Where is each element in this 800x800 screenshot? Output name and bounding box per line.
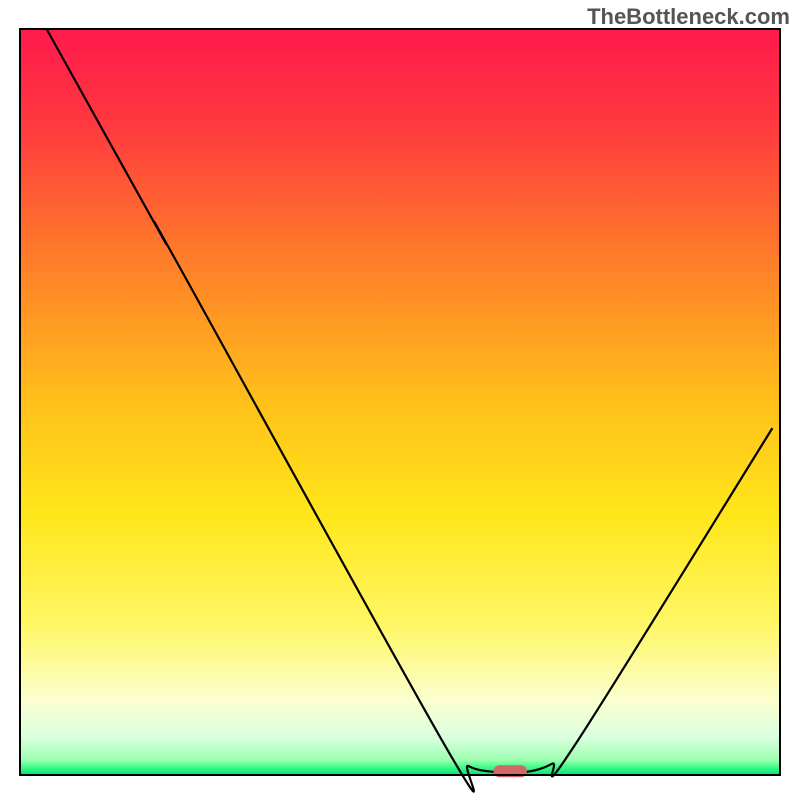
chart-background [20, 29, 780, 775]
bottleneck-chart [0, 0, 800, 800]
attribution-text: TheBottleneck.com [587, 4, 790, 30]
